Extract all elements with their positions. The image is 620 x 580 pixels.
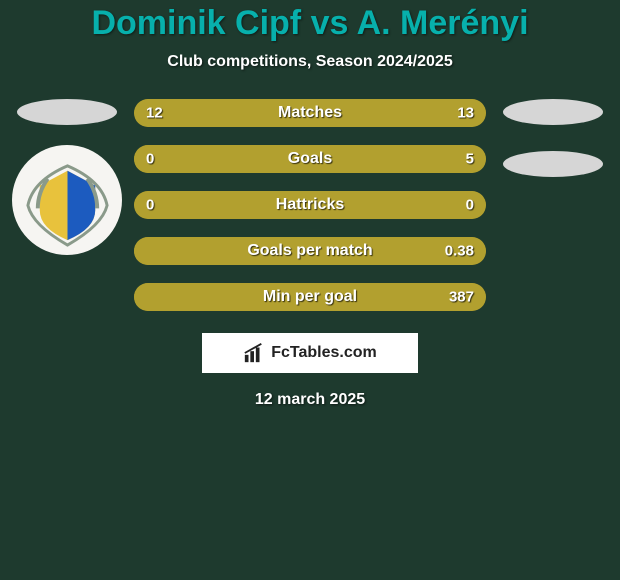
- stat-bar: 12 13 Matches: [134, 99, 486, 127]
- bar-right-value: 0.38: [445, 243, 474, 260]
- bar-label: Hattricks: [276, 196, 344, 214]
- comparison-row: 12 13 Matches 0 5 Goals 0 0 Hattricks 0.38 Goals p…: [0, 99, 620, 311]
- bar-fill-left: [134, 237, 145, 265]
- brand-text: FcTables.com: [271, 344, 377, 362]
- bar-right-value: 0: [466, 197, 474, 214]
- bar-fill-left: [134, 283, 145, 311]
- right-player-badge-2: [503, 151, 603, 177]
- date-text: 12 march 2025: [255, 391, 365, 409]
- right-player-badge-1: [503, 99, 603, 125]
- stat-bar: 0.38 Goals per match: [134, 237, 486, 265]
- bar-label: Goals per match: [247, 242, 372, 260]
- bar-right-value: 387: [449, 289, 474, 306]
- left-player-badge: [17, 99, 117, 125]
- bar-label: Matches: [278, 104, 342, 122]
- club-logo: [12, 145, 122, 255]
- page-title: Dominik Cipf vs A. Merényi: [91, 4, 528, 43]
- content-wrapper: Dominik Cipf vs A. Merényi Club competit…: [0, 0, 620, 580]
- page-subtitle: Club competitions, Season 2024/2025: [167, 53, 452, 71]
- stat-bar: 387 Min per goal: [134, 283, 486, 311]
- stat-bar: 0 0 Hattricks: [134, 191, 486, 219]
- bar-fill-left: [134, 145, 145, 173]
- right-side-column: [494, 99, 612, 311]
- bar-right-value: 5: [466, 151, 474, 168]
- bars-icon: [243, 342, 265, 364]
- bar-left-value: 0: [146, 197, 154, 214]
- bar-left-value: 0: [146, 151, 154, 168]
- left-side-column: [8, 99, 126, 311]
- bar-label: Min per goal: [263, 288, 357, 306]
- bar-right-value: 13: [457, 105, 474, 122]
- stat-bar: 0 5 Goals: [134, 145, 486, 173]
- brand-logo[interactable]: FcTables.com: [202, 333, 418, 373]
- bar-left-value: 12: [146, 105, 163, 122]
- stat-bars-column: 12 13 Matches 0 5 Goals 0 0 Hattricks 0.38 Goals p…: [126, 99, 494, 311]
- club-shield-icon: [18, 151, 117, 250]
- bar-label: Goals: [288, 150, 332, 168]
